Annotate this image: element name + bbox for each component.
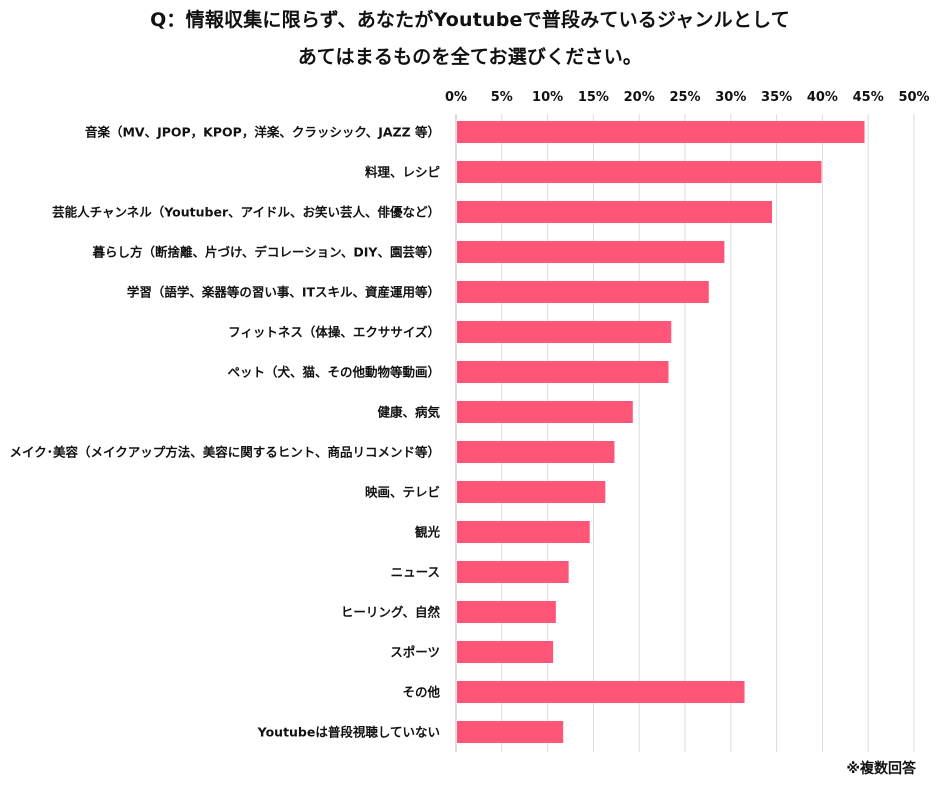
chart-title-line-2: あてはまるものを全てお選びください。: [297, 46, 643, 68]
bar: [457, 161, 822, 183]
bar: [457, 121, 865, 143]
category-label: フィットネス（体操、エクササイズ）: [228, 325, 440, 340]
x-tick-label: 40%: [807, 90, 838, 105]
category-label: 観光: [415, 525, 441, 540]
x-tick-label: 45%: [853, 90, 884, 105]
category-label: 料理、レシピ: [365, 165, 440, 180]
bar: [457, 481, 606, 503]
bar: [457, 561, 569, 583]
x-tick-label: 10%: [532, 90, 563, 105]
bar: [457, 321, 672, 343]
bar: [457, 201, 773, 223]
category-label: スポーツ: [390, 645, 440, 660]
x-tick-label: 5%: [491, 90, 513, 105]
bar: [457, 681, 745, 703]
x-tick-label: 30%: [715, 90, 746, 105]
bar: [457, 601, 556, 623]
category-label: ヒーリング、自然: [341, 605, 441, 620]
bar: [457, 641, 554, 663]
bar: [457, 401, 633, 423]
bar: [457, 281, 709, 303]
x-tick-label: 25%: [669, 90, 700, 105]
category-label: 学習（語学、楽器等の習い事、ITスキル、資産運用等）: [127, 285, 440, 300]
category-label: Youtubeは普段視聴していない: [257, 725, 440, 740]
chart-title-line-1: Q：情報収集に限らず、あなたがYoutubeで普段みているジャンルとして: [150, 9, 790, 31]
bar: [457, 521, 590, 543]
category-label: メイク･美容（メイクアップ方法、美容に関するヒント、商品リコメンド等）: [9, 445, 440, 460]
x-tick-label: 0%: [445, 90, 467, 105]
bar: [457, 721, 564, 743]
bar: [457, 241, 725, 263]
x-tick-label: 50%: [898, 90, 929, 105]
category-label: 芸能人チャンネル（Youtuber、アイドル、お笑い芸人、俳優など）: [52, 205, 440, 220]
x-tick-label: 35%: [761, 90, 792, 105]
category-label: 映画、テレビ: [365, 485, 440, 500]
category-label: ペット（犬、猫、その他動物等動画）: [227, 365, 440, 380]
bar: [457, 361, 669, 383]
category-label: その他: [402, 685, 440, 700]
category-label: 暮らし方（断捨離、片づけ、デコレーション、DIY、園芸等）: [92, 245, 440, 260]
x-tick-label: 15%: [578, 90, 609, 105]
x-tick-label: 20%: [624, 90, 655, 105]
category-label: 音楽（MV、JPOP，KPOP，洋楽、クラッシック、JAZZ 等）: [85, 125, 440, 140]
footnote: ※複数回答: [846, 761, 916, 777]
category-label: 健康、病気: [377, 405, 440, 420]
category-label: ニュース: [391, 565, 440, 580]
bar: [457, 441, 615, 463]
